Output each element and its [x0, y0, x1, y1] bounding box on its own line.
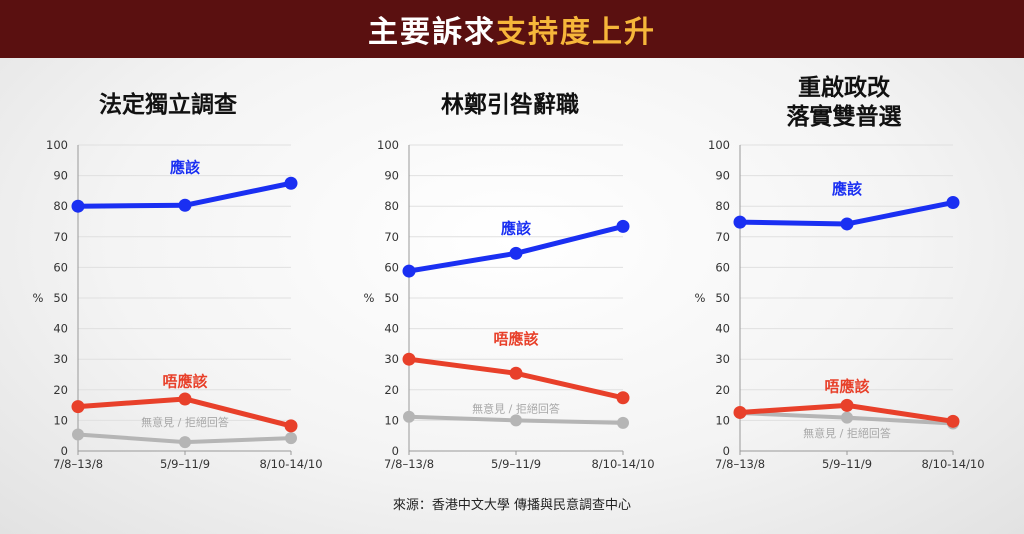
y-tick-label: 70 — [384, 230, 399, 244]
x-tick-label: 5/9–11/9 — [491, 457, 541, 471]
series-label-no-opinion: 無意見 / 拒絕回答 — [472, 401, 560, 415]
y-tick-label: 70 — [715, 230, 730, 244]
data-point-should — [402, 264, 416, 278]
y-axis-label: % — [364, 291, 375, 305]
y-axis-label: % — [33, 291, 44, 305]
chart-title-1: 法定獨立調查 — [38, 91, 298, 120]
x-tick-label: 5/9–11/9 — [160, 457, 210, 471]
data-point-no-opinion — [841, 411, 853, 424]
data-point-no-opinion — [617, 416, 629, 429]
chart-title-line: 林鄭引咎辭職 — [441, 92, 579, 118]
y-tick-label: 40 — [53, 322, 68, 336]
y-tick-label: 0 — [392, 444, 399, 458]
banner: 主要訴求 支持度上升 — [0, 0, 1024, 58]
data-point-shouldnt — [509, 366, 523, 380]
series-label-no-opinion: 無意見 / 拒絕回答 — [803, 426, 891, 440]
series-label-should: 應該 — [832, 180, 862, 198]
data-point-should — [733, 215, 747, 229]
y-tick-label: 60 — [384, 260, 399, 274]
chart-title-line: 重啟政改 — [798, 75, 890, 101]
data-point-shouldnt — [71, 400, 85, 414]
x-tick-label: 7/8–13/8 — [384, 457, 434, 471]
series-label-shouldnt: 唔應該 — [824, 377, 869, 395]
y-tick-label: 90 — [715, 169, 730, 183]
data-point-should — [71, 199, 85, 213]
data-point-shouldnt — [733, 405, 747, 419]
data-point-shouldnt — [840, 398, 854, 412]
y-tick-label: 60 — [715, 260, 730, 274]
x-tick-label: 8/10-14/10 — [591, 457, 654, 471]
y-tick-label: 0 — [723, 444, 730, 458]
chart-title-3: 重啟政改 落實雙普選 — [714, 74, 974, 132]
y-tick-label: 90 — [384, 169, 399, 183]
y-tick-label: 90 — [53, 169, 68, 183]
series-label-no-opinion: 無意見 / 拒絕回答 — [141, 415, 229, 429]
data-point-no-opinion — [72, 428, 84, 441]
data-point-shouldnt — [616, 391, 630, 405]
y-tick-label: 30 — [384, 352, 399, 366]
data-point-should — [616, 219, 630, 233]
y-axis-label: % — [695, 291, 706, 305]
y-tick-label: 30 — [715, 352, 730, 366]
y-tick-label: 40 — [715, 322, 730, 336]
data-point-should — [946, 196, 960, 210]
chart-panel-3: 0 10 20 30 40 50 60 70 80 90 100 7/8–13/8 5/9–11/9 8/… — [695, 138, 985, 471]
x-tick-label: 5/9–11/9 — [822, 457, 872, 471]
source-note: 來源：香港中文大學 傳播與民意調查中心 — [392, 498, 632, 513]
y-tick-label: 40 — [384, 322, 399, 336]
y-tick-label: 80 — [384, 199, 399, 213]
y-tick-label: 10 — [715, 413, 730, 427]
data-point-shouldnt — [402, 352, 416, 366]
data-point-should — [509, 246, 523, 260]
data-point-should — [178, 198, 192, 212]
chart-title-line: 落實雙普選 — [786, 104, 902, 130]
data-point-shouldnt — [946, 414, 960, 428]
y-tick-label: 20 — [53, 383, 68, 397]
data-point-shouldnt — [284, 419, 298, 433]
chart-title-line: 法定獨立調查 — [99, 92, 237, 118]
y-tick-label: 50 — [53, 291, 68, 305]
chart-title-2: 林鄭引咎辭職 — [380, 91, 640, 120]
series-label-should: 應該 — [501, 220, 531, 238]
chart-panel-2: 0 10 20 30 40 50 60 70 80 90 100 7/8–13/8 5/9–11/9 8/… — [364, 138, 655, 471]
chart-panel-1: 0 10 20 30 40 50 60 70 80 90 100 7/8–13/8 5/9–11/9 8/… — [33, 138, 323, 471]
y-tick-label: 50 — [384, 291, 399, 305]
series-label-shouldnt: 唔應該 — [162, 373, 207, 391]
data-point-no-opinion — [510, 414, 522, 427]
y-tick-label: 10 — [53, 413, 68, 427]
y-tick-label: 10 — [384, 413, 399, 427]
y-tick-label: 100 — [708, 138, 730, 152]
data-point-no-opinion — [403, 410, 415, 423]
y-tick-label: 80 — [53, 199, 68, 213]
y-tick-label: 100 — [46, 138, 68, 152]
data-point-shouldnt — [178, 392, 192, 406]
y-tick-label: 70 — [53, 230, 68, 244]
y-tick-label: 100 — [377, 138, 399, 152]
x-tick-label: 7/8–13/8 — [53, 457, 103, 471]
data-point-no-opinion — [285, 432, 297, 445]
data-point-should — [840, 217, 854, 231]
series-label-shouldnt: 唔應該 — [493, 330, 538, 348]
series-label-should: 應該 — [170, 159, 200, 177]
y-tick-label: 20 — [715, 383, 730, 397]
data-point-no-opinion — [179, 436, 191, 449]
y-tick-label: 50 — [715, 291, 730, 305]
y-tick-label: 0 — [61, 444, 68, 458]
data-point-should — [284, 176, 298, 190]
x-tick-label: 8/10-14/10 — [921, 457, 984, 471]
y-tick-label: 60 — [53, 260, 68, 274]
y-tick-label: 80 — [715, 199, 730, 213]
banner-title-accent: 支持度上升 — [496, 15, 656, 50]
y-tick-label: 30 — [53, 352, 68, 366]
x-tick-label: 7/8–13/8 — [715, 457, 765, 471]
y-tick-label: 20 — [384, 383, 399, 397]
banner-title-main: 主要訴求 — [368, 15, 496, 50]
x-tick-label: 8/10-14/10 — [259, 457, 322, 471]
